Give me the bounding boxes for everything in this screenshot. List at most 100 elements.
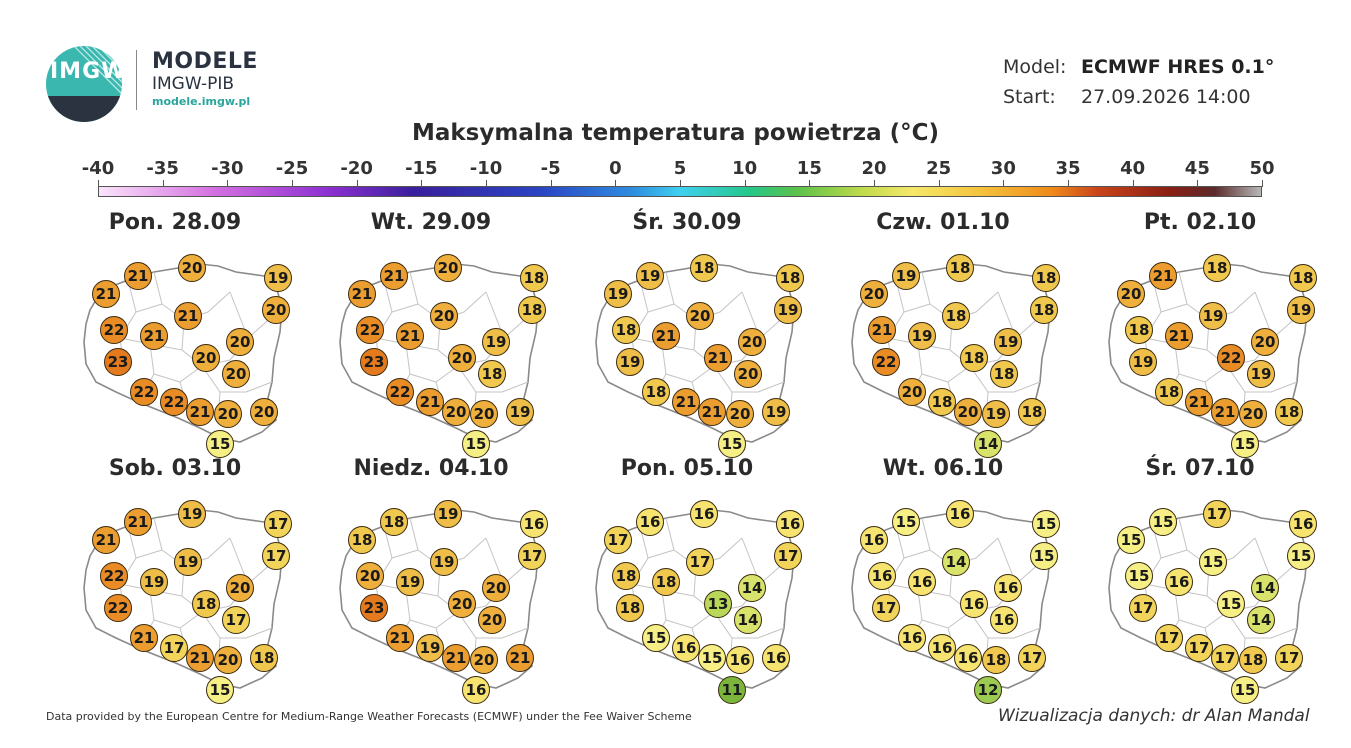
temperature-bubble: 20	[226, 574, 254, 602]
temperature-bubble: 21	[140, 322, 168, 350]
temperature-bubble: 19	[908, 322, 936, 350]
temperature-bubble: 19	[636, 262, 664, 290]
temperature-bubble: 20	[448, 590, 476, 618]
temperature-bubble: 21	[124, 262, 152, 290]
temperature-bubble: 19	[178, 500, 206, 528]
temperature-bubble: 20	[478, 606, 506, 634]
day-label: Niedz. 04.10	[353, 456, 509, 481]
temperature-bubble: 19	[174, 548, 202, 576]
temperature-bubble: 17	[604, 526, 632, 554]
temperature-bubble: 15	[1125, 562, 1153, 590]
temperature-bubble: 18	[928, 388, 956, 416]
temperature-bubble: 18	[1203, 254, 1231, 282]
scale-label: 20	[861, 158, 887, 179]
temperature-bubble: 21	[130, 624, 158, 652]
temperature-bubble: 18	[612, 562, 640, 590]
temperature-bubble: 20	[738, 328, 766, 356]
region-border	[135, 303, 163, 313]
temperature-bubble: 18	[960, 344, 988, 372]
temperature-bubble: 20	[954, 398, 982, 426]
temperature-bubble: 19	[434, 500, 462, 528]
temperature-bubble: 15	[1199, 548, 1227, 576]
scale-labels: -40 -35 -30 -25 -20 -15 -10 -5 0 5 10 15 20 25 30 35 40 4…	[82, 158, 1275, 182]
scale-label: -20	[340, 158, 373, 179]
scale-tick	[486, 180, 487, 187]
temperature-bubble: 20	[1117, 280, 1145, 308]
scale-tick	[227, 180, 229, 187]
scale-tick	[1132, 180, 1134, 187]
region-border	[201, 611, 273, 639]
temperature-bubble: 15	[1117, 526, 1145, 554]
temperature-bubble: 22	[130, 378, 158, 406]
region-border	[457, 611, 529, 639]
temperature-bubble: 19	[1287, 296, 1315, 324]
temperature-bubble: 22	[100, 316, 128, 344]
temperature-bubble: 17	[1185, 634, 1213, 662]
temperature-bubble: 20	[442, 398, 470, 426]
scale-tick	[98, 180, 99, 187]
temperature-bubble: 18	[1239, 646, 1267, 674]
footer-author: Wizualizacja danych: dr Alan Mandal	[998, 706, 1310, 726]
temperature-bubble: 15	[1231, 430, 1259, 458]
day-map: Pon. 05.10 16 16 16 17 17 17 18 18 14 18 13 14 15 16 15…	[562, 456, 812, 706]
temperature-bubble: 16	[672, 634, 700, 662]
temperature-bubble: 17	[686, 548, 714, 576]
temperature-bubble: 16	[762, 644, 790, 672]
day-label: Wt. 06.10	[882, 456, 1004, 481]
region-border	[1226, 611, 1298, 639]
temperature-bubble: 13	[704, 590, 732, 618]
temperature-bubble: 16	[960, 590, 988, 618]
day-map: Śr. 07.10 15 17 16 15 15 15 15 16 14 17 15 14 17 17 17 1…	[1075, 456, 1325, 706]
brand-org: IMGW-PIB	[152, 74, 235, 94]
temperature-bubble: 20	[214, 400, 242, 428]
temperature-bubble: 19	[762, 398, 790, 426]
scale-label: -30	[211, 158, 244, 179]
temperature-bubble: 17	[518, 542, 546, 570]
brand-block: MODELE IMGW-PIB modele.imgw.pl	[152, 50, 258, 110]
temperature-bubble: 15	[1287, 542, 1315, 570]
temperature-bubble: 19	[982, 400, 1010, 428]
temperature-bubble: 16	[860, 526, 888, 554]
imgw-logo	[46, 46, 122, 122]
region-border	[969, 365, 1041, 393]
temperature-bubble: 18	[1032, 264, 1060, 292]
temperature-bubble: 17	[774, 542, 802, 570]
temperature-bubble: 17	[1275, 644, 1303, 672]
temperature-bubble: 18	[982, 646, 1010, 674]
region-border	[969, 611, 1041, 639]
temperature-bubble: 17	[1203, 500, 1231, 528]
scale-tick	[162, 180, 164, 187]
temperature-bubble: 19	[1129, 348, 1157, 376]
temperature-bubble: 18	[380, 508, 408, 536]
start-key: Start:	[1003, 86, 1056, 108]
region-border	[1226, 365, 1298, 393]
temperature-bubble: 16	[928, 634, 956, 662]
temperature-bubble: 20	[470, 646, 498, 674]
day-map: Czw. 01.10 19 18 18 20 18 18 21 19 19 22 18 18 20 18 20…	[818, 210, 1068, 460]
temperature-bubble: 18	[1030, 296, 1058, 324]
temperature-bubble: 16	[1165, 568, 1193, 596]
scale-tick	[809, 180, 811, 187]
temperature-bubble: 15	[642, 624, 670, 652]
scale-tick	[1197, 180, 1199, 187]
temperature-bubble: 12	[974, 676, 1002, 704]
temperature-bubble: 17	[160, 634, 188, 662]
region-border	[201, 365, 273, 393]
brand-url[interactable]: modele.imgw.pl	[152, 95, 251, 108]
day-label: Śr. 07.10	[1145, 456, 1255, 481]
day-map: Wt. 06.10 15 16 15 16 14 15 16 16 16 17 16 16 16 16 16 1…	[818, 456, 1068, 706]
temperature-bubble: 18	[250, 644, 278, 672]
region-border	[713, 611, 785, 639]
temperature-bubble: 16	[1289, 510, 1317, 538]
temperature-bubble: 18	[612, 316, 640, 344]
temperature-bubble: 15	[698, 644, 726, 672]
map-title: Maksymalna temperatura powietrza (°C)	[411, 120, 940, 146]
day-map: Wt. 29.09 21 20 18 21 20 18 22 21 19 23 20 18 22 21 20 2…	[306, 210, 556, 460]
footer-credit: Data provided by the European Centre for…	[46, 710, 692, 723]
temperature-bubble: 16	[954, 644, 982, 672]
temperature-bubble: 20	[214, 646, 242, 674]
temperature-bubble: 16	[776, 510, 804, 538]
scale-tick	[744, 180, 746, 187]
temperature-bubble: 19	[994, 328, 1022, 356]
temperature-bubble: 21	[186, 398, 214, 426]
